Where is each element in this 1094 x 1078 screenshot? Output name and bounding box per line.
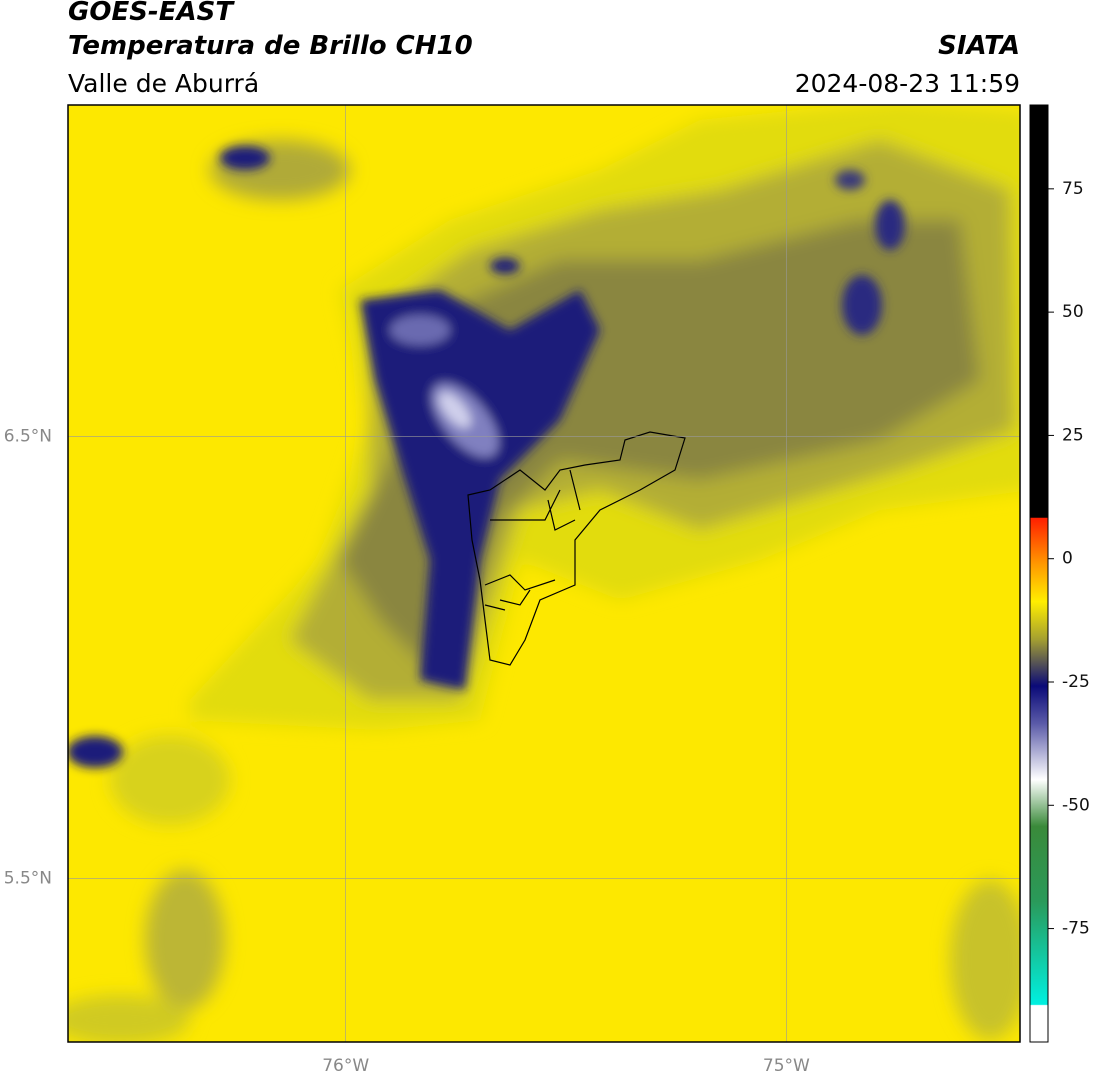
colorbar-tick-label: -25 <box>1062 672 1090 692</box>
x-tick-label: 75°W <box>763 1056 810 1076</box>
colorbar-tick-label: 50 <box>1062 302 1084 322</box>
y-tick-label: 5.5°N <box>4 868 52 888</box>
colorbar <box>1029 104 1049 1043</box>
colorbar-tick-label: -50 <box>1062 795 1090 815</box>
region: Valle de Aburrá <box>68 69 259 98</box>
colorbar-tick-label: -75 <box>1062 919 1090 939</box>
satellite-image <box>68 105 1020 1042</box>
colorbar-tick-label: 75 <box>1062 179 1084 199</box>
title: GOES-EAST <box>68 0 235 27</box>
colorbar-tick-label: 25 <box>1062 425 1084 445</box>
y-tick-label: 6.5°N <box>4 426 52 446</box>
colorbar-tick-label: 0 <box>1062 549 1073 569</box>
map-frame <box>67 104 1021 1043</box>
datetime: 2024-08-23 11:59 <box>795 69 1020 98</box>
municipal-boundaries <box>467 431 686 666</box>
source: SIATA <box>938 31 1020 61</box>
subtitle: Temperatura de Brillo CH10 <box>68 31 473 61</box>
x-tick-label: 76°W <box>322 1056 369 1076</box>
